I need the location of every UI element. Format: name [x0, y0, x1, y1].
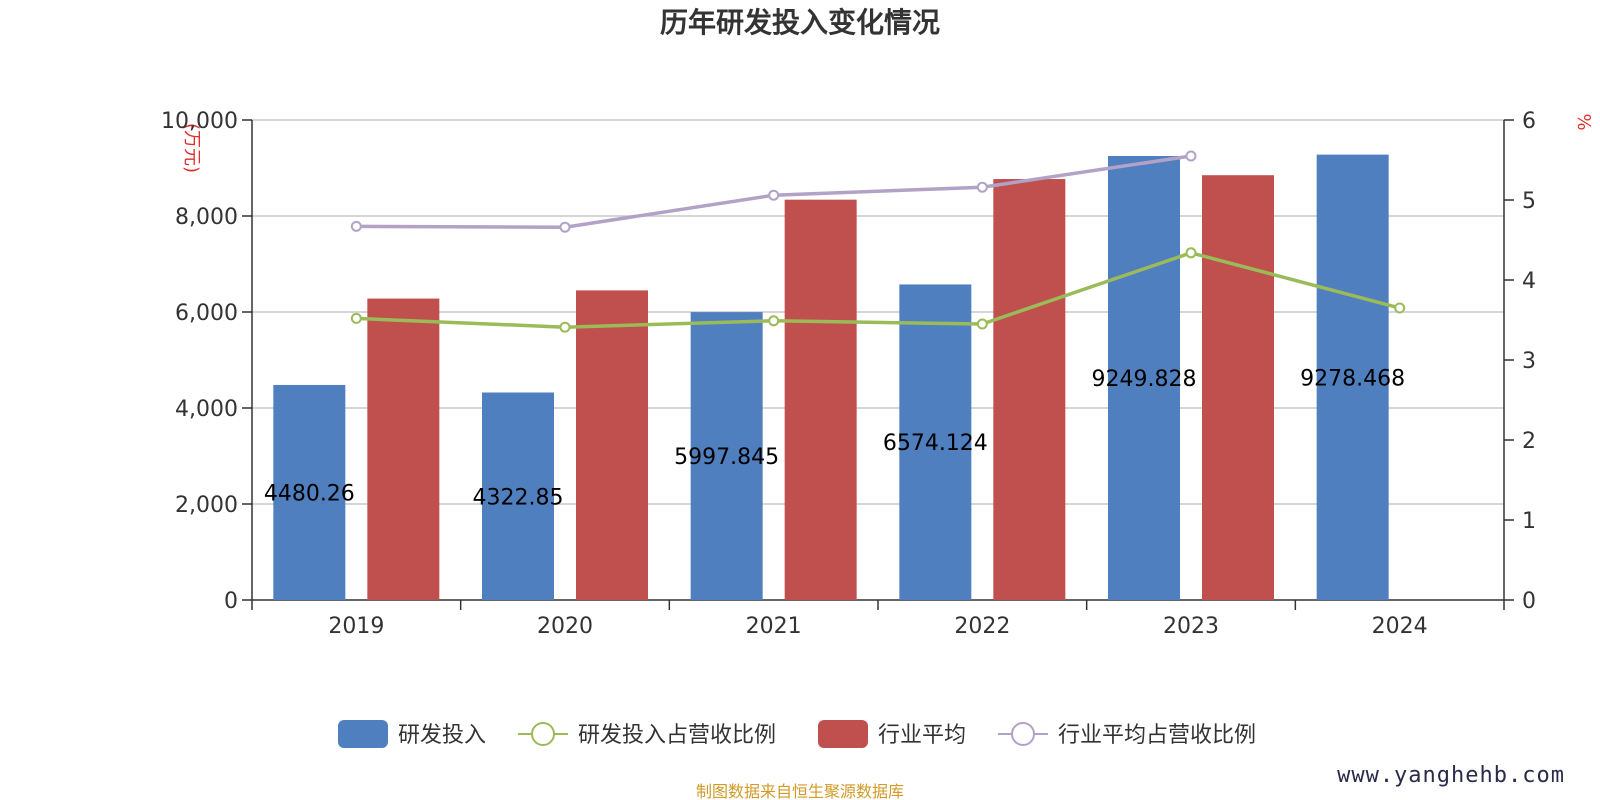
- legend-swatch-行业平均: [818, 720, 868, 748]
- right-axis-tick-label: 6: [1522, 109, 1536, 134]
- legend-item: 研发投入占营收比例: [518, 722, 776, 748]
- legend-marker-研发投入占营收比例: [531, 722, 555, 746]
- x-axis-tick-label: 2019: [328, 614, 384, 639]
- point-行业平均占营收比例: [1185, 150, 1197, 162]
- right-axis-tick-label: 0: [1522, 589, 1536, 614]
- bar-行业平均: [367, 298, 440, 600]
- x-axis-tick-label: 2024: [1372, 614, 1428, 639]
- bar-行业平均: [993, 179, 1066, 601]
- right-axis-tick-label: 5: [1522, 189, 1536, 214]
- point-行业平均占营收比例: [976, 181, 988, 193]
- data-label: 6574.124: [883, 431, 988, 456]
- point-研发投入占营收比例: [976, 318, 988, 330]
- bar-行业平均: [576, 290, 648, 600]
- plot-area: 0 2,000 4,000 6,000 8,000 10,000 0 1 2 3 4 5 6 2019 20…: [161, 109, 1536, 639]
- left-axis-tick-label: 8,000: [175, 205, 238, 230]
- x-axis-tick-label: 2022: [954, 614, 1010, 639]
- right-axis-tick-label: 4: [1522, 269, 1536, 294]
- left-axis-tick-label: 6,000: [175, 301, 238, 326]
- legend-label: 行业平均: [878, 723, 966, 748]
- x-axis-tick-label: 2020: [537, 614, 593, 639]
- legend-item: 行业平均: [818, 720, 966, 748]
- legend-swatch-研发投入: [338, 720, 388, 748]
- x-axis-tick-label: 2023: [1163, 614, 1219, 639]
- legend-label: 行业平均占营收比例: [1058, 723, 1256, 748]
- left-axis-tick-label: 2,000: [175, 493, 238, 518]
- bar-行业平均: [784, 199, 857, 600]
- point-行业平均占营收比例: [768, 189, 780, 201]
- point-研发投入占营收比例: [1185, 247, 1197, 259]
- legend-marker-行业平均占营收比例: [1011, 722, 1035, 746]
- watermark: www.yanghehb.com: [1337, 763, 1565, 788]
- left-axis-tick-label: 10,000: [161, 109, 238, 134]
- bar-研发投入: [482, 392, 554, 600]
- line-研发投入占营收比例: [356, 250, 1401, 329]
- legend-item: 研发投入: [338, 720, 486, 748]
- right-axis-tick-label: 3: [1522, 349, 1536, 374]
- data-label: 5997.845: [674, 445, 779, 470]
- legend-label: 研发投入占营收比例: [578, 723, 776, 748]
- x-axis-tick-label: 2021: [746, 614, 802, 639]
- left-axis-tick-label: 4,000: [175, 397, 238, 422]
- point-研发投入占营收比例: [559, 321, 571, 333]
- legend-item: 行业平均占营收比例: [998, 722, 1256, 748]
- point-行业平均占营收比例: [559, 221, 571, 233]
- point-研发投入占营收比例: [768, 315, 780, 327]
- bar-研发投入: [899, 284, 972, 600]
- bar-行业平均: [1202, 175, 1274, 600]
- data-label: 9249.828: [1092, 367, 1197, 392]
- bar-研发投入: [1316, 154, 1389, 600]
- legend: 研发投入 研发投入占营收比例 行业平均 行业平均占营收比例: [338, 720, 1256, 748]
- right-axis-unit: %: [1573, 113, 1594, 130]
- data-label: 4480.26: [264, 481, 355, 506]
- bar-研发投入: [1108, 156, 1180, 601]
- point-研发投入占营收比例: [1394, 302, 1406, 314]
- right-axis-tick-label: 1: [1522, 509, 1536, 534]
- left-axis-unit: (万元): [181, 123, 202, 173]
- data-label: 9278.468: [1300, 366, 1405, 391]
- legend-label: 研发投入: [398, 723, 486, 748]
- bar-研发投入: [273, 384, 346, 600]
- left-axis-tick-label: 0: [224, 589, 238, 614]
- bar-研发投入: [690, 312, 763, 600]
- chart-title: 历年研发投入变化情况: [660, 6, 940, 39]
- right-axis-tick-label: 2: [1522, 429, 1536, 454]
- point-行业平均占营收比例: [350, 220, 362, 232]
- source-note: 制图数据来自恒生聚源数据库: [696, 782, 904, 800]
- point-研发投入占营收比例: [350, 312, 362, 324]
- data-label: 4322.85: [473, 485, 564, 510]
